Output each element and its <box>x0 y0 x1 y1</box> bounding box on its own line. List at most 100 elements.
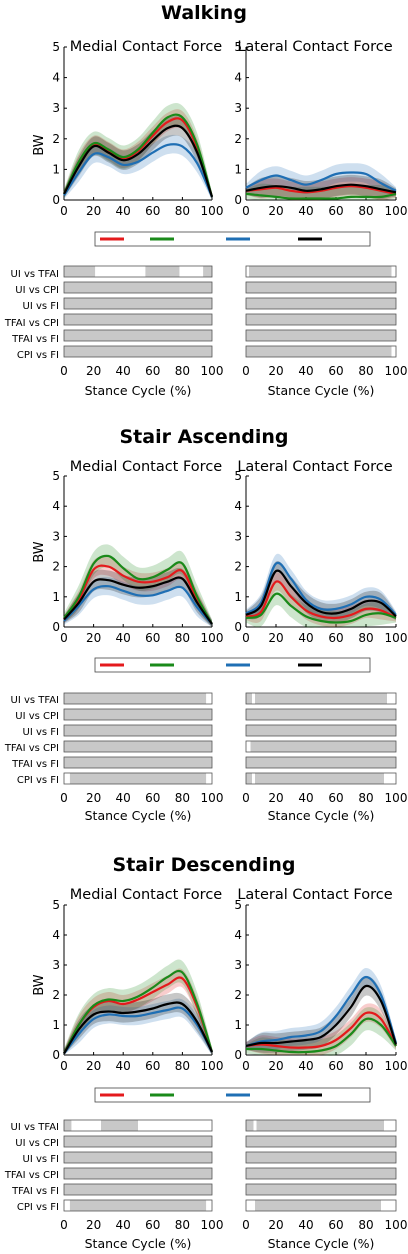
medial-title-ascending: Medial Contact Force <box>70 459 223 475</box>
sig-x-tick-label: 40 <box>298 364 313 378</box>
cmp-label-walking-0: UI vs TFAI <box>11 269 60 280</box>
x-tick-label: 0 <box>60 1059 68 1073</box>
sig-row-frame <box>63 329 213 342</box>
series-line-ui <box>245 580 397 620</box>
x-tick-label: 80 <box>175 631 190 645</box>
x-axis-label-walking-lateral: Stance Cycle (%) <box>268 383 375 398</box>
series-line-fi <box>245 569 397 618</box>
sig-x-tick-label: 0 <box>242 364 250 378</box>
series-line-fi <box>63 576 213 625</box>
sig-bar <box>246 709 396 720</box>
sig-row-frame <box>245 281 397 294</box>
sig-x-tick-label: 100 <box>385 364 408 378</box>
y-tick-label: 2 <box>234 560 242 574</box>
x-axis-label-descending-lateral: Stance Cycle (%) <box>268 1236 375 1251</box>
series-line-tfai <box>63 969 214 1055</box>
x-tick-label: 80 <box>175 1059 190 1073</box>
sig-bar <box>69 773 207 784</box>
y-tick-label: 3 <box>234 958 242 972</box>
sig-bar <box>203 266 212 277</box>
x-tick-label: 40 <box>116 631 131 645</box>
sig-bar <box>64 725 212 736</box>
y-tick-label: 4 <box>234 499 242 513</box>
y-tick-label: 2 <box>234 132 242 146</box>
band-cpi <box>246 968 396 1051</box>
sig-row-frame <box>245 692 397 705</box>
y-tick-label: 3 <box>234 101 242 115</box>
band-tfai <box>246 582 396 628</box>
sig-row-frame <box>63 772 213 785</box>
sig-bar <box>64 693 207 704</box>
sig-row-frame <box>245 724 397 737</box>
sig-row-frame <box>63 1199 213 1212</box>
x-tick-label: 0 <box>242 1059 250 1073</box>
series-line-cpi <box>63 143 214 198</box>
sig-x-tick-label: 20 <box>268 791 283 805</box>
sig-x-tick-label: 100 <box>385 791 408 805</box>
sig-x-tick-label: 80 <box>175 791 190 805</box>
x-tick-label: 60 <box>328 204 343 218</box>
cmp-label-descending-0: UI vs TFAI <box>11 1122 60 1133</box>
sig-x-tick-label: 20 <box>268 1218 283 1232</box>
band-fi <box>64 567 212 627</box>
medial-title-descending: Medial Contact Force <box>70 887 223 903</box>
x-tick-label: 60 <box>145 1059 160 1073</box>
lateral-title-ascending: Lateral Contact Force <box>237 459 392 475</box>
series-line-cpi <box>245 975 398 1048</box>
sig-x-tick-label: 60 <box>328 791 343 805</box>
sig-row-frame <box>63 724 213 737</box>
x-tick-label: 80 <box>358 1059 373 1073</box>
panel-title-stair-ascending: Stair Ascending <box>119 426 288 448</box>
lateral-title-descending: Lateral Contact Force <box>237 887 392 903</box>
y-axis-label-descending: BW <box>32 974 47 995</box>
x-tick-label: 80 <box>358 631 373 645</box>
sig-row-frame <box>245 265 397 278</box>
y-tick-label: 5 <box>234 898 242 912</box>
y-tick-label: 5 <box>52 469 60 483</box>
series-line-tfai <box>245 1017 397 1054</box>
sig-bar <box>246 757 396 768</box>
y-axis-label-walking: BW <box>32 134 47 155</box>
sig-x-tick-label: 40 <box>298 1218 313 1232</box>
x-tick-label: 60 <box>328 631 343 645</box>
sig-bar <box>246 773 252 784</box>
sig-bar <box>246 314 396 325</box>
sig-x-tick-label: 80 <box>175 1218 190 1232</box>
y-tick-label: 4 <box>234 928 242 942</box>
band-fi <box>246 174 396 201</box>
band-cpi <box>246 163 396 195</box>
y-tick-label: 0 <box>234 1048 242 1062</box>
sig-x-tick-label: 20 <box>268 364 283 378</box>
series-line-fi <box>63 1001 213 1055</box>
y-tick-label: 4 <box>234 71 242 85</box>
sig-x-tick-label: 20 <box>86 791 101 805</box>
sig-bar <box>64 298 212 309</box>
sig-bar <box>255 693 387 704</box>
sig-x-tick-label: 0 <box>60 364 68 378</box>
sig-bar <box>246 1152 396 1163</box>
series-line-fi <box>63 124 214 198</box>
sig-bar <box>64 282 212 293</box>
sig-bar <box>69 1200 207 1211</box>
x-tick-label: 0 <box>60 204 68 218</box>
band-cpi <box>246 553 396 619</box>
sig-bar <box>64 757 212 768</box>
sig-bar <box>250 741 396 752</box>
band-ui <box>64 556 212 627</box>
sig-bar <box>246 1136 396 1147</box>
cmp-label-walking-1: UI vs CPI <box>15 285 59 296</box>
y-tick-label: 1 <box>52 590 60 604</box>
cmp-label-ascending-5: CPI vs FI <box>17 775 59 786</box>
sig-row-frame <box>63 1151 213 1164</box>
sig-bar <box>101 1120 138 1131</box>
sig-bar <box>246 693 252 704</box>
sig-row-frame <box>63 756 213 769</box>
sig-row-frame <box>245 297 397 310</box>
band-fi <box>64 115 212 200</box>
sig-x-tick-label: 40 <box>116 1218 131 1232</box>
sig-row-frame <box>245 1167 397 1180</box>
lateral-title-walking: Lateral Contact Force <box>237 39 392 55</box>
x-axis-label-ascending-lateral: Stance Cycle (%) <box>268 808 375 823</box>
sig-row-frame <box>63 1135 213 1148</box>
y-tick-label: 5 <box>52 898 60 912</box>
